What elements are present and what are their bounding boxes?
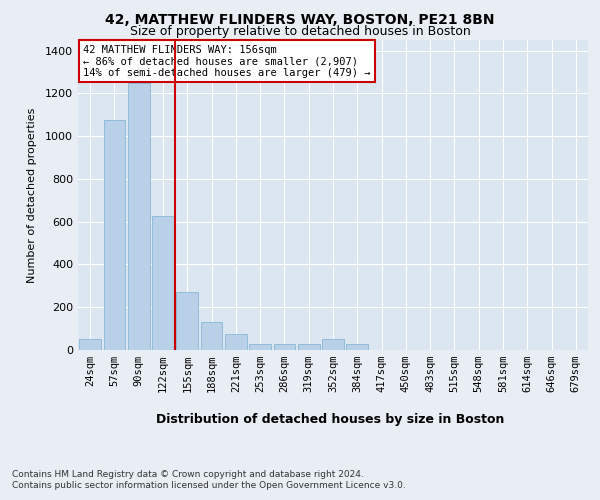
Bar: [249, 344, 271, 350]
Bar: [225, 334, 247, 350]
Bar: [346, 344, 368, 350]
Bar: [298, 344, 320, 350]
Bar: [152, 216, 174, 350]
Bar: [128, 83, 149, 350]
Bar: [274, 344, 295, 350]
Text: Contains HM Land Registry data © Crown copyright and database right 2024.: Contains HM Land Registry data © Crown c…: [12, 470, 364, 479]
Text: Distribution of detached houses by size in Boston: Distribution of detached houses by size …: [156, 412, 504, 426]
Bar: [322, 340, 344, 350]
Text: 42, MATTHEW FLINDERS WAY, BOSTON, PE21 8BN: 42, MATTHEW FLINDERS WAY, BOSTON, PE21 8…: [105, 12, 495, 26]
Text: Size of property relative to detached houses in Boston: Size of property relative to detached ho…: [130, 25, 470, 38]
Bar: [104, 120, 125, 350]
Bar: [200, 322, 223, 350]
Y-axis label: Number of detached properties: Number of detached properties: [26, 108, 37, 282]
Bar: [79, 340, 101, 350]
Bar: [176, 292, 198, 350]
Text: Contains public sector information licensed under the Open Government Licence v3: Contains public sector information licen…: [12, 481, 406, 490]
Text: 42 MATTHEW FLINDERS WAY: 156sqm
← 86% of detached houses are smaller (2,907)
14%: 42 MATTHEW FLINDERS WAY: 156sqm ← 86% of…: [83, 44, 371, 78]
